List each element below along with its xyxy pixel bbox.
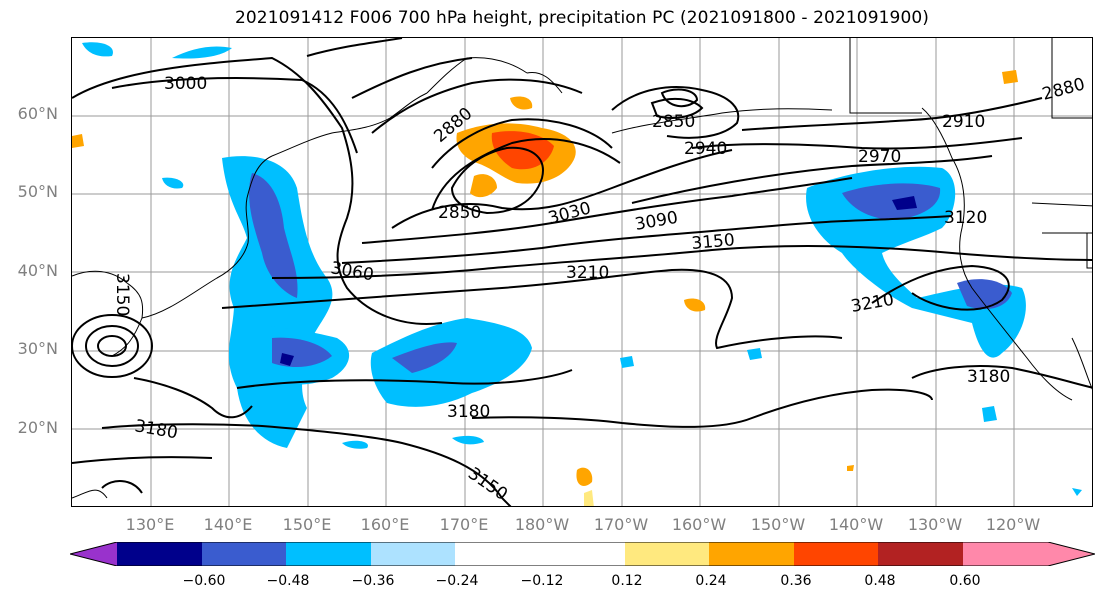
- map-canvas: 3000 2880 2850 2850 2940 2910 2880 2970 …: [72, 38, 1092, 506]
- colorbar-segment: [70, 542, 117, 566]
- height-contours: [72, 38, 1092, 506]
- map-panel: 3000 2880 2850 2850 2940 2910 2880 2970 …: [71, 37, 1093, 507]
- lon-label: 140°E: [203, 515, 253, 534]
- colorbar-segment: [963, 542, 1048, 566]
- colorbar-segment: [1048, 542, 1095, 566]
- lat-label-50n: 50°N: [17, 182, 58, 201]
- contour-label: 3120: [944, 208, 987, 228]
- contour-label: 3090: [633, 208, 679, 235]
- colorbar-segment: [878, 542, 963, 566]
- lon-label: 130°E: [125, 515, 175, 534]
- contour-label: 2910: [942, 112, 985, 132]
- colorbar-segment: [625, 542, 709, 566]
- colorbar-tick: −0.48: [266, 573, 310, 589]
- map-title: 2021091412 F006 700 hPa height, precipit…: [234, 8, 930, 28]
- colorbar-segment: [371, 542, 455, 566]
- colorbar-tick: −0.36: [351, 573, 395, 589]
- lon-label: 150°W: [750, 515, 806, 534]
- contour-label: 3210: [566, 263, 609, 283]
- contour-label: 3180: [447, 402, 490, 422]
- colorbar-segment: [455, 542, 540, 566]
- lon-label: 150°E: [282, 515, 332, 534]
- colorbar-tick: 0.48: [864, 573, 896, 589]
- colorbar-tick: −0.24: [435, 573, 479, 589]
- lon-label: 180°W: [514, 515, 570, 534]
- lon-label: 170°E: [439, 515, 489, 534]
- lon-label: 160°W: [671, 515, 727, 534]
- contour-label: 3000: [164, 74, 207, 94]
- contour-label: 3180: [967, 367, 1010, 387]
- contour-label: 2970: [858, 147, 901, 167]
- lat-label-30n: 30°N: [17, 339, 58, 358]
- colorbar-tick: −0.60: [182, 573, 226, 589]
- contour-label: 3150: [691, 230, 736, 254]
- lon-label: 140°W: [828, 515, 884, 534]
- lon-label: 120°W: [985, 515, 1041, 534]
- colorbar-segment: [202, 542, 286, 566]
- lon-label: 160°E: [360, 515, 410, 534]
- lat-label-60n: 60°N: [17, 104, 58, 123]
- colorbar-segment: [709, 542, 794, 566]
- lon-label: 130°W: [907, 515, 963, 534]
- lon-label: 170°W: [593, 515, 649, 534]
- contour-label: 2850: [438, 203, 481, 223]
- colorbar-segment: [540, 542, 625, 566]
- colorbar-segment: [117, 542, 202, 566]
- colorbar-tick: 0.12: [611, 573, 643, 589]
- contour-label: 3180: [133, 416, 179, 443]
- lat-label-40n: 40°N: [17, 261, 58, 280]
- contour-label: 3150: [112, 273, 132, 316]
- coastlines: [72, 38, 1092, 499]
- colorbar-segment: [286, 542, 371, 566]
- lat-label-20n: 20°N: [17, 418, 58, 437]
- colorbar-tick: 0.60: [949, 573, 981, 589]
- contour-label: 2940: [684, 139, 727, 159]
- colorbar-tick: −0.12: [520, 573, 564, 589]
- contour-label: 2850: [652, 112, 695, 132]
- colorbar-tick: 0.36: [780, 573, 812, 589]
- contour-label: 3030: [546, 198, 593, 229]
- colorbar-segment: [794, 542, 878, 566]
- precip-positive-anomaly: [72, 70, 1018, 506]
- contour-label: 2880: [1040, 74, 1087, 105]
- colorbar-tick: 0.24: [695, 573, 727, 589]
- colorbar: [70, 542, 1095, 566]
- contour-label: 3210: [849, 290, 895, 317]
